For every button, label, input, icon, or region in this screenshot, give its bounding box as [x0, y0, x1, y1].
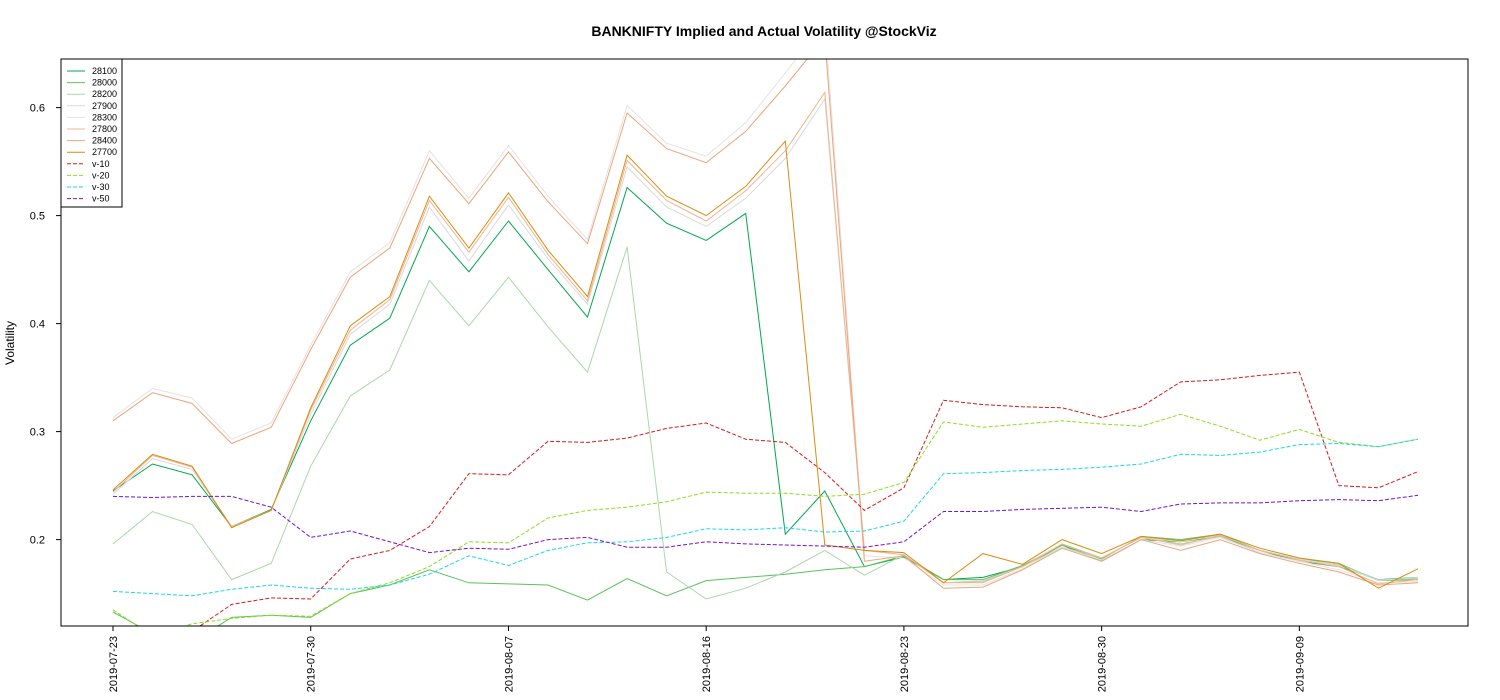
series-line-v-10: [199, 371, 1419, 626]
legend-box: [60, 58, 123, 208]
chart-title: BANKNIFTY Implied and Actual Volatility …: [591, 23, 936, 39]
series-line-27800: [112, 91, 1419, 585]
plot-area: [112, 59, 1419, 626]
y-tick-label: 0.2: [30, 535, 45, 547]
y-axis-label: Volatility: [3, 321, 17, 365]
x-tick-label: 2019-07-23: [108, 636, 120, 692]
legend-label-v-20: v-20: [92, 170, 110, 180]
legend-label-27900: 27900: [92, 101, 117, 111]
series-line-28300: [112, 59, 1419, 586]
series-line-28100: [112, 186, 1419, 581]
series-line-27900: [112, 97, 1419, 584]
legend-label-28300: 28300: [92, 112, 117, 122]
plot-border: [60, 58, 1469, 627]
legend-label-27800: 27800: [92, 124, 117, 134]
x-tick-label: 2019-08-30: [1097, 636, 1109, 692]
legend-label-28400: 28400: [92, 136, 117, 146]
y-tick-label: 0.5: [30, 211, 45, 223]
axes: 0.2 0.3 0.4 0.5 0.6 2019-07-23 2019-07-30 2019-…: [30, 58, 1469, 692]
legend-label-27700: 27700: [92, 147, 117, 157]
legend-label-28000: 28000: [92, 78, 117, 88]
y-tick-label: 0.6: [30, 103, 45, 115]
series-line-v-20: [112, 413, 1419, 626]
x-tick-label: 2019-08-07: [503, 636, 515, 692]
y-tick-label: 0.4: [30, 319, 45, 331]
x-tick-label: 2019-09-09: [1294, 636, 1306, 692]
legend-label-v-50: v-50: [92, 194, 110, 204]
series-line-27700: [112, 139, 1419, 589]
y-tick-label: 0.3: [30, 427, 45, 439]
x-tick-label: 2019-08-23: [899, 636, 911, 692]
x-tick-label: 2019-08-16: [701, 636, 713, 692]
legend-label-v-30: v-30: [92, 182, 110, 192]
series-line-v-30: [112, 438, 1419, 597]
series-line-v-50: [112, 494, 1419, 554]
legend-label-28100: 28100: [92, 66, 117, 76]
series-line-28200: [112, 246, 1419, 600]
legend-label-28200: 28200: [92, 89, 117, 99]
series-line-28400: [112, 59, 1419, 589]
legend-label-v-10: v-10: [92, 159, 110, 169]
x-tick-label: 2019-07-30: [306, 636, 318, 692]
